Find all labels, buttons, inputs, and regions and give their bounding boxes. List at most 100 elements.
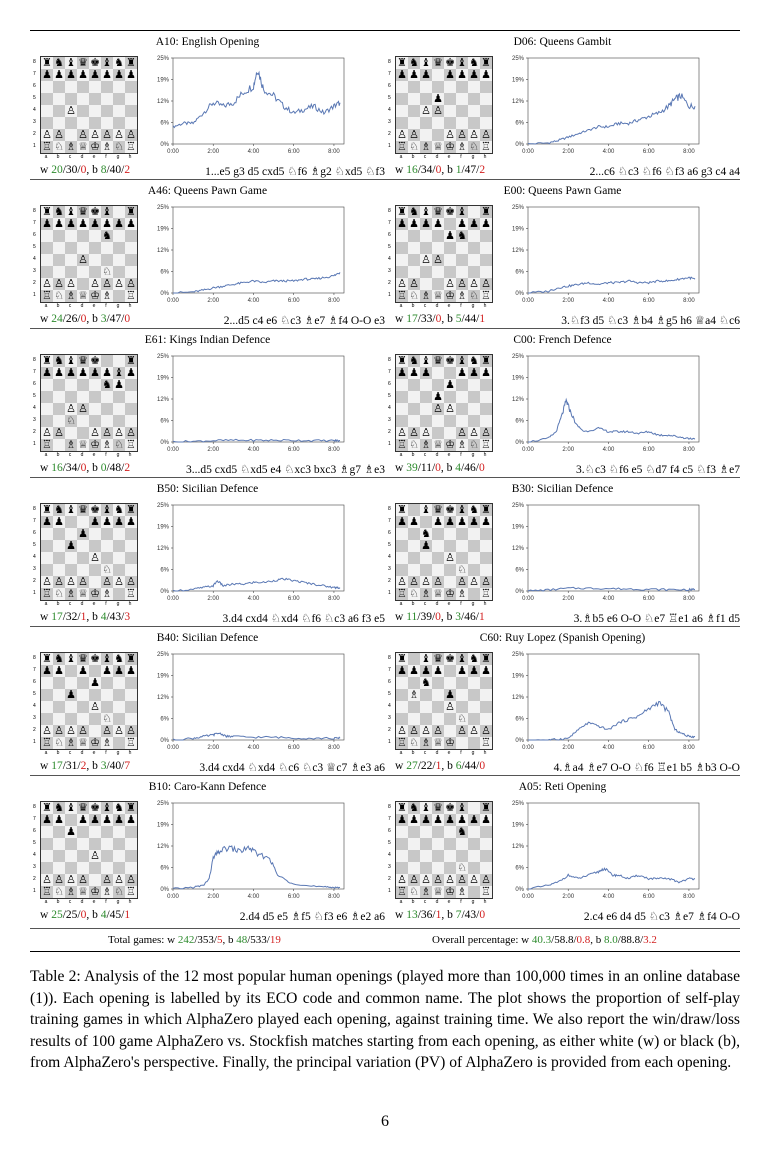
chess-piece: ♚ — [444, 801, 456, 814]
board-square — [396, 689, 408, 701]
y-tick-label: 12% — [157, 695, 170, 701]
chess-piece: ♖ — [396, 587, 408, 600]
x-tick-label: 6:00 — [288, 894, 300, 900]
rank-label: 1 — [388, 739, 391, 745]
training-proportion-chart: 0% 6% 12% 19% 25% 0:00 2:00 4:00 6:00 8:00 — [157, 801, 345, 900]
chess-piece: ♙ — [456, 277, 468, 290]
chess-piece: ♙ — [77, 402, 89, 415]
file-label: e — [447, 303, 451, 309]
file-label: d — [80, 750, 84, 756]
file-label: f — [460, 452, 462, 458]
chess-piece: ♛ — [432, 205, 444, 218]
rank-label: 7 — [33, 369, 36, 375]
row-separator — [30, 775, 740, 776]
chess-piece: ♙ — [89, 700, 101, 713]
board-square — [41, 564, 53, 576]
training-proportion-chart: 0% 6% 12% 19% 25% 0:00 2:00 4:00 6:00 8:00 — [512, 652, 700, 751]
board-square — [420, 552, 432, 564]
x-tick-label: 2:00 — [207, 298, 219, 304]
result-separator: / — [62, 909, 66, 921]
board-square — [77, 677, 89, 689]
board-square — [396, 540, 408, 552]
result-separator: / — [417, 909, 421, 921]
table-bottom-rule — [30, 928, 740, 929]
result-count: 17 — [51, 760, 63, 772]
board-square — [408, 850, 420, 862]
opening-cell: E61: Kings Indian Defence 8 7 6 5 4 3 2 1 ♜ ♞ ♝ ♛ ♚ ♜ ♟… — [30, 330, 385, 478]
chess-piece: ♜ — [125, 652, 137, 665]
y-tick-label: 19% — [157, 823, 170, 829]
chess-piece: ♘ — [113, 140, 125, 153]
chess-piece: ♞ — [53, 503, 65, 516]
board-square — [113, 105, 125, 117]
board-square — [420, 379, 432, 391]
board-square — [101, 415, 113, 427]
result-count: 48 — [109, 462, 122, 474]
chess-board: ♜ ♞ ♝ ♛ ♚ ♝ ♞ ♜ ♟ ♟ ♟ ♟ ♟ ♟ ♟ ♟ ♙ ♙ ♙ ♙ ♙ ♙ ♙ ♙ ♖ ♘ ♗ ♕ ♔ ♗ ♘ ♖ — [40, 56, 138, 154]
board-square — [89, 838, 101, 850]
file-label: d — [435, 154, 439, 160]
rank-label: 5 — [388, 840, 391, 846]
result-count: 2 — [80, 760, 87, 772]
file-label: h — [483, 303, 487, 309]
board-square — [444, 266, 456, 278]
board-square — [41, 540, 53, 552]
chess-piece: ♕ — [77, 587, 89, 600]
chess-piece: ♙ — [65, 575, 77, 588]
board-square — [113, 588, 125, 600]
result-separator: / — [121, 462, 125, 474]
file-label: a — [399, 601, 403, 607]
match-results: w 24/26/0, b 3/47/0 — [40, 313, 130, 325]
file-label: f — [105, 899, 107, 905]
board-square — [420, 230, 432, 242]
chess-piece: ♜ — [480, 503, 492, 516]
result-count: 16 — [406, 164, 418, 176]
chess-piece: ♟ — [408, 813, 420, 826]
chess-piece: ♖ — [396, 140, 408, 153]
rank-label: 8 — [388, 208, 391, 214]
chess-piece: ♛ — [77, 652, 89, 665]
result-count: 39 — [406, 462, 418, 474]
y-tick-label: 0% — [160, 291, 169, 297]
result-count: 45 — [109, 909, 122, 921]
board-square — [432, 862, 444, 874]
chess-piece: ♝ — [420, 56, 432, 69]
rank-label: 5 — [33, 691, 36, 697]
chess-piece: ♟ — [113, 68, 125, 81]
board-square — [444, 713, 456, 725]
board-square — [125, 93, 137, 105]
chess-piece: ♟ — [41, 68, 53, 81]
board-square — [101, 117, 113, 129]
chess-piece: ♜ — [396, 56, 408, 69]
chess-piece: ♚ — [444, 503, 456, 516]
board-square — [77, 552, 89, 564]
rank-label: 8 — [388, 655, 391, 661]
chess-piece: ♙ — [432, 253, 444, 266]
board-square — [41, 379, 53, 391]
chess-board: ♜ ♞ ♝ ♛ ♚ ♝ ♜ ♟ ♟ ♟ ♟ ♟ ♟ ♟ ♟ ♞ ♙ ♘ ♙ ♙ ♙ ♙ ♙ ♙ ♙ ♖ ♘ ♗ ♕ ♔ ♗ ♖ — [40, 205, 138, 303]
board-square — [101, 528, 113, 540]
chess-piece: ♗ — [456, 885, 468, 898]
board-square — [113, 850, 125, 862]
rank-label: 8 — [33, 804, 36, 810]
training-proportion-chart: 0% 6% 12% 19% 25% 0:00 2:00 4:00 6:00 8:00 — [512, 801, 700, 900]
result-count: 7 — [124, 760, 131, 772]
board-square — [65, 117, 77, 129]
rank-label: 2 — [388, 429, 391, 435]
x-tick-label: 4:00 — [248, 745, 260, 751]
board-square — [480, 826, 492, 838]
file-label: f — [460, 303, 462, 309]
board-square — [420, 117, 432, 129]
chess-piece: ♙ — [53, 128, 65, 141]
result-count: 11 — [406, 611, 418, 623]
result-separator: , b — [86, 313, 101, 325]
board-square — [41, 242, 53, 254]
board-square — [396, 242, 408, 254]
board-square — [65, 81, 77, 93]
chess-piece: ♙ — [41, 426, 53, 439]
file-label: h — [128, 601, 132, 607]
y-tick-label: 6% — [160, 717, 169, 723]
rank-label: 2 — [33, 578, 36, 584]
y-tick-label: 6% — [160, 866, 169, 872]
result-count: 0 — [80, 164, 87, 176]
